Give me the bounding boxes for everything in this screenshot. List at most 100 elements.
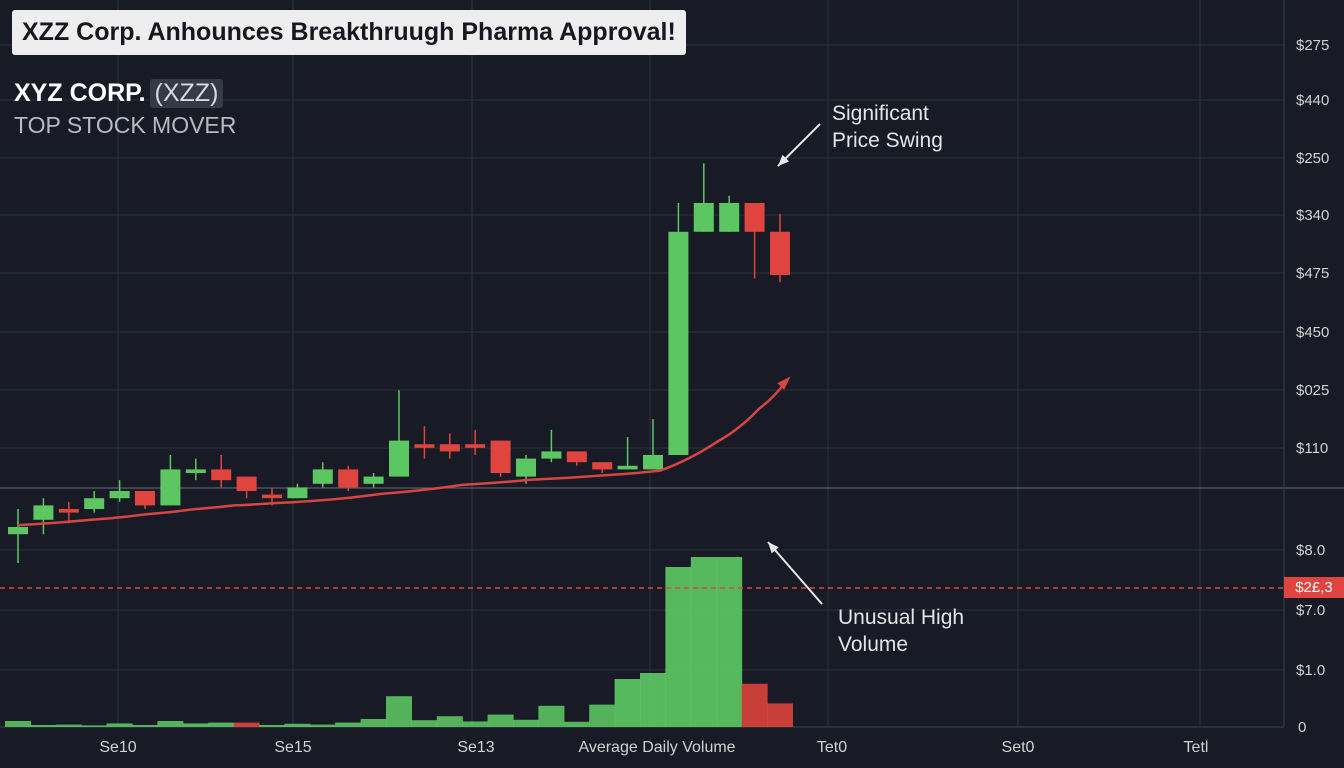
candle-body (465, 444, 486, 448)
volume-bar (538, 705, 565, 727)
trend-arrow-head (777, 376, 791, 390)
candle-body (693, 203, 714, 232)
price-tick-label: $250 (1296, 150, 1329, 167)
volume-bar (284, 723, 311, 727)
volume-bar (640, 673, 666, 727)
price-swing-line-2: Price Swing (832, 129, 943, 152)
volume-bar (335, 722, 362, 727)
volume-tick-label: $1.0 (1296, 662, 1325, 679)
price-tick-label: $025 (1296, 382, 1329, 399)
volume-bar (767, 703, 793, 727)
candle-body (236, 476, 257, 491)
candle-body (516, 458, 536, 477)
volume-bar (30, 725, 57, 727)
volume-arrow-head (768, 542, 779, 554)
candle-body (211, 469, 232, 481)
candle-body (33, 505, 54, 520)
candle-body (566, 451, 587, 463)
x-tick-label: Tet0 (817, 739, 847, 756)
candle-body (8, 527, 28, 535)
candle-body (287, 487, 308, 499)
volume-tick-label: $7.0 (1296, 602, 1325, 619)
volume-bar (487, 714, 514, 727)
volume-bar (259, 725, 285, 727)
trend-line (17, 378, 789, 527)
volume-bar (513, 719, 539, 727)
volume-bar (5, 721, 31, 727)
candle-body (541, 451, 562, 459)
price-tick-label: $340 (1296, 207, 1329, 224)
price-tick-label: $275 (1296, 37, 1329, 54)
volume-bar (462, 721, 489, 727)
candle-body (338, 469, 359, 488)
candle-body (643, 455, 663, 470)
candle-body (58, 509, 79, 513)
volume-bar (55, 724, 82, 727)
volume-tick-label: $8.0 (1296, 542, 1325, 559)
volume-bar (741, 683, 768, 727)
volume-bar (132, 725, 158, 727)
price-tick-label: $440 (1296, 92, 1329, 109)
volume-bar (614, 679, 641, 727)
volume-bar (690, 557, 717, 727)
volume-bar (436, 716, 463, 727)
volume-bar (386, 696, 412, 727)
candle-body (439, 444, 460, 452)
candle-body (770, 231, 790, 275)
x-tick-label: Average Daily Volume (578, 739, 735, 756)
candle-body (84, 498, 105, 509)
price-tick-label: $110 (1296, 440, 1328, 457)
volume-arrow (767, 541, 823, 605)
candle-body (109, 491, 130, 499)
volume-bar (182, 723, 209, 727)
volume-bar (665, 567, 692, 727)
x-tick-label: Tetl (1184, 739, 1209, 756)
candle-body (617, 465, 638, 470)
volume-bar (411, 720, 438, 727)
company-name: XYZ CORP. (14, 79, 146, 107)
x-tick-label: Set0 (1002, 739, 1035, 756)
ticker-title: XYZ CORP. (XZZ) (14, 79, 224, 108)
volume-tick-label: 0 (1298, 719, 1306, 736)
candle-body (744, 203, 765, 232)
volume-bar (589, 704, 616, 727)
price-swing-arrow-head (778, 154, 790, 166)
price-tick-label: $450 (1296, 324, 1329, 341)
ticker-symbol: (XZZ) (149, 79, 224, 108)
x-tick-label: Se10 (99, 739, 136, 756)
price-tick-label: $475 (1296, 265, 1329, 282)
candle-body (668, 231, 689, 455)
volume-bar (233, 722, 260, 727)
candle-body (160, 469, 181, 506)
chart-subtitle: TOP STOCK MOVER (14, 112, 237, 138)
volume-bar (309, 724, 336, 727)
volume-bar (716, 557, 743, 727)
volume-bar (106, 723, 133, 727)
volume-bar (360, 719, 387, 727)
candle-body (414, 444, 435, 448)
candle-body (490, 440, 511, 473)
candle-body (592, 462, 613, 470)
volume-annotation: Unusual High Volume (838, 604, 964, 658)
price-swing-line-1: Significant (832, 102, 929, 125)
candle-body (363, 476, 384, 484)
volume-bar (81, 725, 108, 727)
headline-banner: XZZ Corp. Anhounces Breakthruugh Pharma … (12, 10, 686, 55)
volume-annotation-line-1: Unusual High (838, 606, 965, 629)
candle-body (185, 469, 206, 473)
price-swing-annotation: Significant Price Swing (832, 100, 943, 154)
volume-bar (563, 721, 590, 727)
candle-body (389, 440, 409, 477)
candle-body (312, 469, 333, 484)
candle-body (719, 203, 740, 232)
candle-body (135, 491, 155, 506)
volume-annotation-line-2: Volume (838, 633, 909, 656)
x-tick-label: Se13 (457, 739, 494, 756)
candle-body (262, 494, 282, 499)
volume-bar (157, 721, 184, 727)
current-price-tag: $2£,3 (1284, 577, 1344, 598)
headline-text: XZZ Corp. Anhounces Breakthruugh Pharma … (22, 18, 676, 46)
x-tick-label: Se15 (274, 739, 311, 756)
volume-bar (208, 722, 235, 727)
